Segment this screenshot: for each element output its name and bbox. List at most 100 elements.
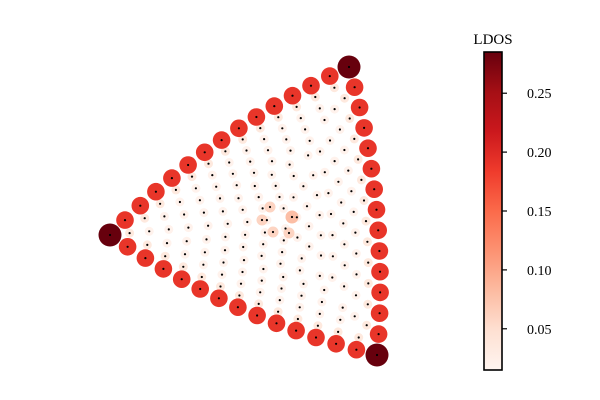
lattice-site-dot <box>292 196 295 199</box>
lattice-site-dot <box>378 249 381 253</box>
lattice-site-dot <box>281 251 284 254</box>
lattice-site-dot <box>370 167 373 170</box>
lattice-site-dot <box>342 222 345 225</box>
lattice-site-dot <box>257 302 260 305</box>
lattice-site-dot <box>148 230 151 233</box>
lattice-site-dot <box>222 261 225 264</box>
lattice-site-dot <box>328 139 332 142</box>
lattice-site-dot <box>318 274 321 277</box>
lattice-site-dot <box>238 294 241 297</box>
lattice-site-dot <box>144 257 147 260</box>
colorbar-tick-label: 0.05 <box>527 323 552 338</box>
lattice-site-dot <box>355 273 358 276</box>
lattice-site-dot <box>308 139 311 142</box>
lattice-site-dot <box>220 273 224 276</box>
lattice-site-dot <box>355 252 358 255</box>
lattice-site-dot <box>242 259 246 262</box>
lattice-site-dot <box>308 245 311 248</box>
lattice-site-dot <box>323 171 326 174</box>
lattice-site-dot <box>343 148 346 152</box>
lattice-site-dot <box>298 306 301 309</box>
lattice-site-dot <box>259 291 262 294</box>
lattice-site-dot <box>260 218 264 222</box>
lattice-site-dot <box>282 239 285 242</box>
lattice-site-dot <box>221 210 224 213</box>
lattice-site-dot <box>348 117 351 120</box>
lattice-site-dot <box>167 228 170 231</box>
lattice-site-dot <box>185 240 188 243</box>
lattice-site-dot <box>260 254 263 257</box>
lattice-site-dot <box>268 205 272 209</box>
lattice-site-dot <box>318 312 321 315</box>
colorbar-tick-label: 0.15 <box>527 205 552 220</box>
lattice-site-dot <box>226 222 229 225</box>
lattice-site-dot <box>288 163 291 166</box>
lattice-site-dot <box>379 291 382 294</box>
lattice-site-dot <box>328 75 331 78</box>
lattice-site-dot <box>180 278 183 281</box>
lattice-site-dot <box>242 245 245 249</box>
lattice-site-dot <box>355 348 358 351</box>
lattice-site-dot <box>170 177 173 180</box>
lattice-site-dot <box>278 195 281 199</box>
lattice-site-dot <box>277 310 280 313</box>
lattice-site-dot <box>207 162 210 165</box>
lattice-site-dot <box>261 207 264 210</box>
lattice-site-dot <box>335 342 338 345</box>
lattice-site-dot <box>236 306 239 309</box>
lattice-site-dot <box>300 294 303 297</box>
lattice-site-dot <box>289 149 292 152</box>
lattice-site-dot <box>143 217 146 220</box>
lattice-site-dot <box>190 175 194 178</box>
lattice-site-dot <box>343 97 346 100</box>
lattice-site-dot <box>337 330 340 333</box>
lattice-site-dot <box>218 197 222 200</box>
lattice-site-dot <box>364 220 368 223</box>
lattice-site-dot <box>340 201 343 204</box>
lattice-site-dot <box>314 336 318 339</box>
lattice-site-dot <box>249 160 252 163</box>
lattice-site-dot <box>244 233 247 236</box>
lattice-site-dot <box>331 255 334 258</box>
lattice-site-dot <box>295 216 298 219</box>
colorbar-tick-label: 0.25 <box>527 87 552 102</box>
lattice-site-dot <box>205 238 208 241</box>
colorbar-gradient <box>483 51 503 371</box>
lattice-site-dot <box>262 267 265 271</box>
lattice-site-dot <box>296 317 299 321</box>
lattice-site-dot <box>281 127 284 130</box>
lattice-site-dot <box>339 318 342 321</box>
lattice-site-dot <box>366 240 369 243</box>
lattice-site-dot <box>327 192 330 195</box>
lattice-site-dot <box>287 231 291 235</box>
lattice-site-dot <box>333 108 336 111</box>
lattice-site-dot <box>331 234 334 237</box>
lattice-site-dot <box>239 282 243 285</box>
lattice-site-dot <box>354 294 358 297</box>
lattice-site-dot <box>246 220 249 224</box>
lattice-site-dot <box>318 214 321 217</box>
lattice-site-dot <box>162 267 165 270</box>
lattice-site-dot <box>333 86 336 89</box>
lattice-site-dot <box>354 231 357 234</box>
lattice-site-dot <box>241 208 244 211</box>
lattice-site-dot <box>183 213 186 216</box>
lattice-site-dot <box>300 257 303 260</box>
lattice-site-dot <box>253 184 256 188</box>
lattice-site-dot <box>350 190 353 193</box>
lattice-site-dot <box>316 324 319 327</box>
lattice-site-dot <box>284 227 287 230</box>
lattice-site-dot <box>378 312 381 315</box>
lattice-site-dot <box>194 187 197 190</box>
lattice-site-dot <box>231 172 234 175</box>
lattice-site-dot <box>228 161 231 164</box>
lattice-site-dot <box>245 149 248 152</box>
lattice-site-dot <box>163 215 166 218</box>
lattice-site-dot <box>270 160 274 163</box>
lattice-site-dot <box>367 261 370 264</box>
lattice-site-dot <box>241 270 244 274</box>
lattice-site-dot <box>307 225 311 228</box>
lattice-site-dot <box>224 150 227 153</box>
lattice-site-dot <box>377 333 380 336</box>
lattice-site-dot <box>315 194 319 197</box>
